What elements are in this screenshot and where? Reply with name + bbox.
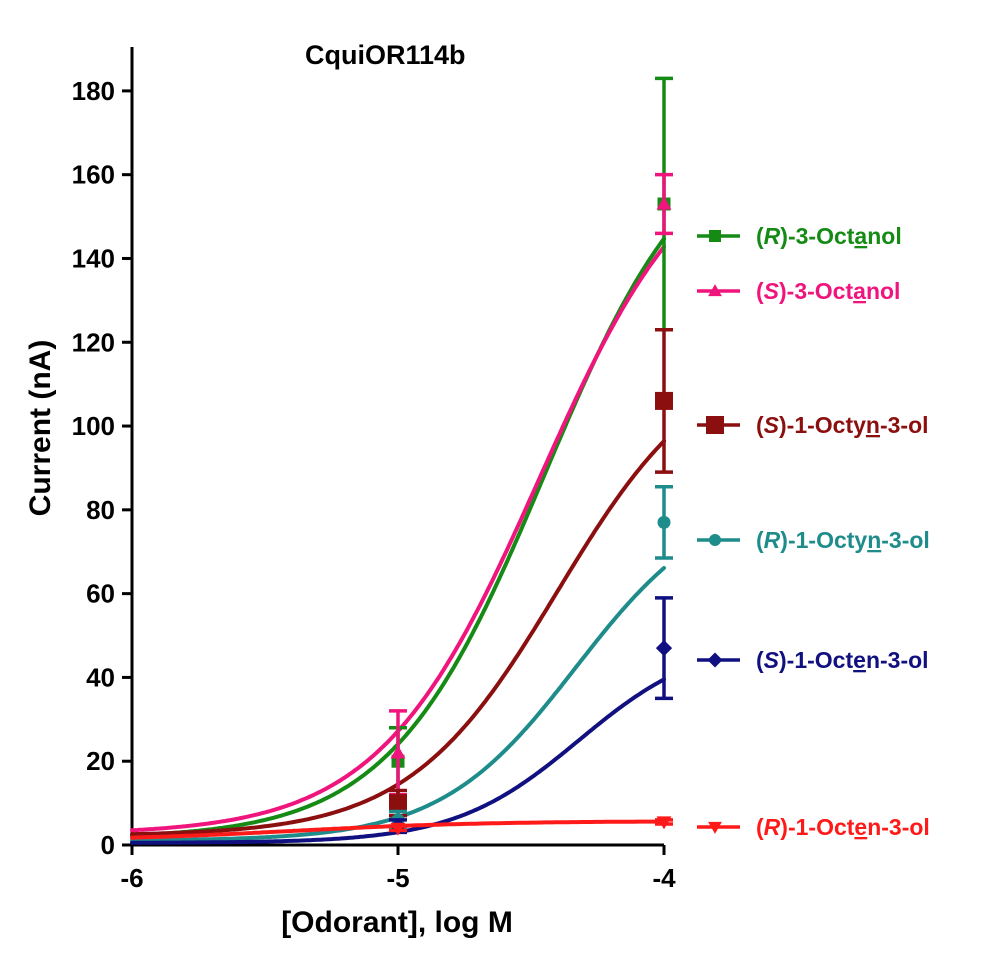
y-tick-label: 160 — [72, 160, 115, 190]
data-points — [389, 76, 673, 836]
y-tick-label: 100 — [72, 411, 115, 441]
legend-marker — [708, 821, 722, 834]
x-tick-label: -6 — [120, 863, 143, 893]
data-point — [657, 515, 671, 529]
x-axis-title: [Odorant], log M — [281, 906, 513, 939]
data-point — [390, 745, 406, 759]
legend-entry: (R)-1-Octyn-3-ol — [697, 527, 930, 553]
legend-entry: (S)-1-Octen-3-ol — [697, 647, 929, 673]
axes: 0 20 40 60 80 100 120 140 160 180 -6 -5 -4 — [72, 46, 676, 893]
x-tick-label: -4 — [652, 863, 676, 893]
x-tick-label: -5 — [386, 863, 409, 893]
chart-title: CquiOR114b — [305, 40, 466, 70]
legend-label: (S)-3-Octanol — [756, 278, 900, 304]
legend-entry: (S)-1-Octyn-3-ol — [697, 412, 929, 438]
y-tick-label: 60 — [86, 579, 115, 609]
y-tick-label: 120 — [72, 327, 115, 357]
data-point — [390, 822, 406, 836]
y-tick-label: 180 — [72, 76, 115, 106]
legend-label: (S)-1-Octyn-3-ol — [756, 412, 929, 438]
legend-label: (R)-1-Octyn-3-ol — [756, 527, 930, 553]
legend-label: (R)-3-Octanol — [756, 223, 902, 249]
y-tick-label: 140 — [72, 243, 115, 273]
data-point — [656, 196, 672, 210]
y-tick-label: 80 — [86, 495, 115, 525]
legend-marker — [707, 652, 723, 668]
legend-marker — [709, 230, 721, 242]
legend: (R)-3-Octanol (S)-3-Octanol (S)-1-Octyn-3-… — [697, 223, 930, 840]
data-point — [389, 794, 407, 813]
data-point — [656, 816, 672, 830]
data-point — [655, 639, 673, 657]
y-tick-label: 40 — [86, 662, 115, 692]
legend-label: (S)-1-Octen-3-ol — [756, 647, 929, 673]
y-tick-label: 0 — [101, 830, 115, 860]
legend-marker — [706, 416, 724, 434]
legend-entry: (S)-3-Octanol — [697, 278, 900, 304]
y-axis-title: Current (nA) — [24, 340, 57, 517]
y-tick-label: 20 — [86, 746, 115, 776]
legend-marker — [709, 534, 721, 546]
data-point — [655, 391, 673, 410]
legend-entry: (R)-3-Octanol — [697, 223, 902, 249]
legend-marker — [708, 284, 722, 297]
legend-entry: (R)-1-Octen-3-ol — [697, 814, 930, 840]
legend-label: (R)-1-Octen-3-ol — [756, 814, 930, 840]
